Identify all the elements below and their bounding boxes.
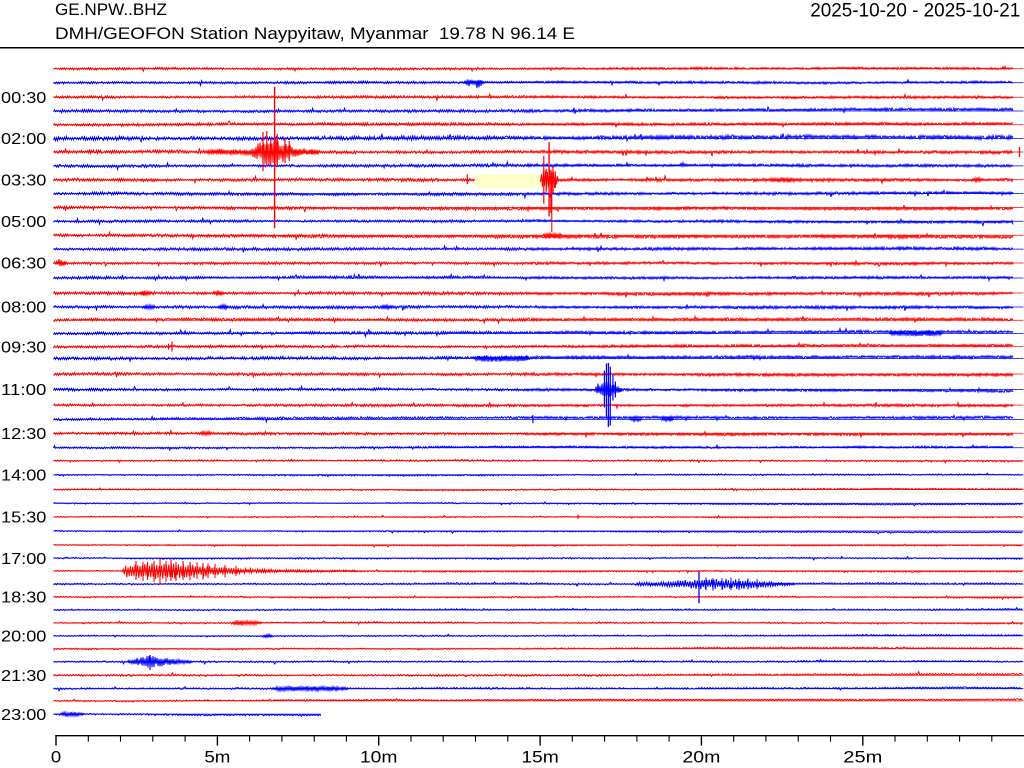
svg-text:DMH/GEOFON Station Naypyitaw,: DMH/GEOFON Station Naypyitaw, Myanmar 19… [55,25,575,43]
svg-text:15m: 15m [521,748,559,766]
svg-text:12:30: 12:30 [1,426,47,443]
svg-text:14:00: 14:00 [1,468,47,485]
svg-text:02:00: 02:00 [1,131,47,148]
svg-text:09:30: 09:30 [1,340,47,357]
svg-text:21:30: 21:30 [1,668,47,685]
svg-text:18:30: 18:30 [1,590,47,607]
svg-text:2025-10-20 - 2025-10-21: 2025-10-20 - 2025-10-21 [810,0,1020,21]
svg-text:0: 0 [51,748,61,766]
svg-text:10m: 10m [360,748,398,766]
svg-text:15:30: 15:30 [1,510,47,527]
svg-text:23:00: 23:00 [1,707,47,724]
svg-text:GE.NPW..BHZ: GE.NPW..BHZ [55,1,167,19]
svg-text:5m: 5m [204,748,230,766]
svg-text:08:00: 08:00 [1,300,47,317]
svg-text:00:30: 00:30 [1,90,47,107]
svg-text:05:00: 05:00 [1,214,47,231]
svg-text:20:00: 20:00 [1,629,47,646]
svg-text:25m: 25m [843,748,882,766]
svg-text:03:30: 03:30 [1,173,47,190]
svg-text:20m: 20m [682,748,720,766]
svg-text:06:30: 06:30 [1,256,47,273]
svg-text:17:00: 17:00 [1,551,47,568]
svg-text:11:00: 11:00 [1,382,47,399]
